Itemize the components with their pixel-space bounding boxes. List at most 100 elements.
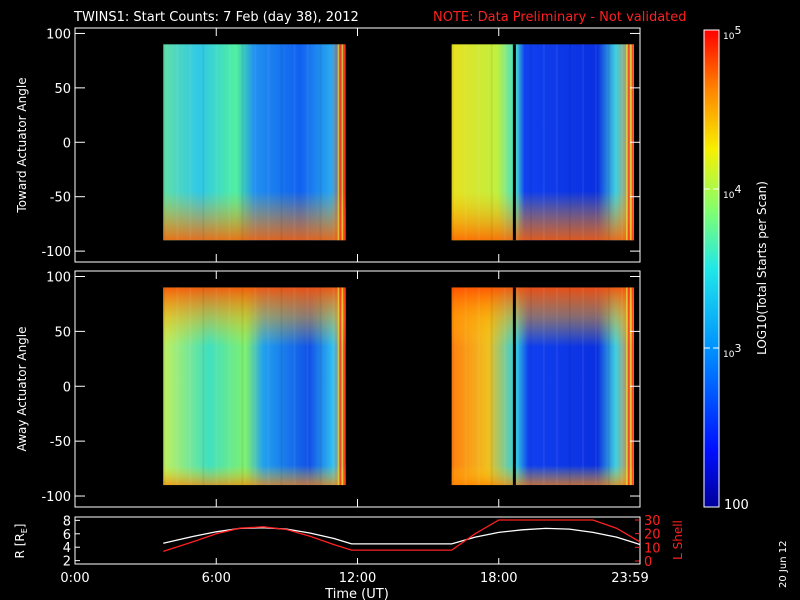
stripe xyxy=(451,287,454,486)
edge-noise xyxy=(628,44,630,241)
chart-title: TWINS1: Start Counts: 7 Feb (day 38), 20… xyxy=(73,10,359,25)
stripe xyxy=(516,287,519,486)
toward-panel xyxy=(163,44,634,241)
stripe xyxy=(332,44,335,241)
stripe xyxy=(228,287,231,486)
stripe xyxy=(477,287,480,486)
x-tick-label: 12:00 xyxy=(339,571,376,586)
stripe xyxy=(529,44,532,241)
stripe xyxy=(189,287,192,486)
stripe xyxy=(241,287,244,486)
colorbar-tick-label: 105 xyxy=(723,24,741,42)
stripe xyxy=(163,287,166,486)
stripe xyxy=(176,44,179,241)
y-tick-label: 0 xyxy=(63,380,71,395)
stripe xyxy=(542,44,545,241)
stripe xyxy=(477,44,480,241)
stripe xyxy=(280,287,283,486)
stripe xyxy=(202,287,205,486)
stripe xyxy=(490,44,493,241)
x-tick-label: 23:59 xyxy=(611,571,648,586)
y-tick-label: 100 xyxy=(46,270,71,285)
colorbar-tick-label: 104 xyxy=(723,183,741,201)
stripe xyxy=(189,44,192,241)
stripe xyxy=(451,44,454,241)
stripe xyxy=(503,44,506,241)
stripe xyxy=(319,287,322,486)
y-tick-label: 0 xyxy=(63,136,71,151)
stripe xyxy=(306,44,309,241)
edge-noise xyxy=(628,287,630,486)
colorbar-ticks: 105 104 103 xyxy=(704,24,741,360)
orbit-right-tick-label: 30 xyxy=(644,514,661,529)
axes-group: 100 50 0 -50 -100 100 50 0 -50 -100 0:00 6:00 12:00 1… xyxy=(41,27,648,586)
y-tick-label: 50 xyxy=(54,325,71,340)
stripe xyxy=(555,287,558,486)
r-trace-line xyxy=(163,527,640,546)
colorbar xyxy=(704,30,719,507)
stripe xyxy=(306,287,309,486)
data-block-edge xyxy=(163,287,346,486)
y-tick-label: 100 xyxy=(46,27,71,42)
orbit-frame xyxy=(74,516,641,565)
stripe xyxy=(254,44,257,241)
l-shell-line xyxy=(163,519,640,553)
toward-ylabel: Toward Actuator Angle xyxy=(15,77,29,213)
orbit-left-tick-label: 6 xyxy=(63,528,71,543)
y-tick-label: 50 xyxy=(54,82,71,97)
stripe xyxy=(241,44,244,241)
stripe xyxy=(607,287,610,486)
orbit-ylabel-right: L Shell xyxy=(671,520,685,560)
stripe xyxy=(516,44,519,241)
stripe xyxy=(163,44,166,241)
stripe xyxy=(607,44,610,241)
date-stamp: 20 Jun 12 xyxy=(778,541,789,588)
orbit-left-tick-label: 4 xyxy=(63,541,71,556)
stripe xyxy=(215,287,218,486)
orbit-left-tick-label: 8 xyxy=(63,514,71,529)
away-ylabel: Away Actuator Angle xyxy=(15,326,29,451)
stripe xyxy=(215,44,218,241)
away-panel xyxy=(163,287,634,486)
edge-noise xyxy=(337,44,340,241)
stripe xyxy=(568,44,571,241)
edge-noise xyxy=(343,287,346,486)
orbit-ylabel-left: R [RE] xyxy=(13,524,29,559)
data-gap xyxy=(512,44,516,241)
y-tick-label: -50 xyxy=(50,435,71,450)
edge-noise xyxy=(343,44,346,241)
orbit-right-tick-label: 10 xyxy=(644,541,661,556)
stripe xyxy=(594,44,597,241)
y-tick-label: -100 xyxy=(41,490,71,505)
edge-noise xyxy=(626,287,628,486)
stripe xyxy=(293,44,296,241)
orbit-right-tick-label: 0 xyxy=(644,555,652,570)
stripe xyxy=(542,287,545,486)
edge-noise xyxy=(341,287,344,486)
stripe xyxy=(228,44,231,241)
stripe xyxy=(555,44,558,241)
colorbar-bottom-label: 100 xyxy=(724,498,749,513)
edge-noise xyxy=(339,44,342,241)
stripe xyxy=(620,287,623,486)
data-gap xyxy=(512,287,516,486)
stripe xyxy=(594,287,597,486)
stripe xyxy=(581,287,584,486)
colorbar-label: LOG10(Total Starts per Scan) xyxy=(755,181,769,355)
stripe xyxy=(202,44,205,241)
colorbar-tick-label: 103 xyxy=(723,342,741,360)
stripe xyxy=(464,287,467,486)
stripe xyxy=(280,44,283,241)
edge-noise xyxy=(341,44,344,241)
y-tick-label: -50 xyxy=(50,191,71,206)
stripe xyxy=(254,287,257,486)
stripe xyxy=(464,44,467,241)
y-tick-label: -100 xyxy=(41,245,71,260)
stripe xyxy=(490,287,493,486)
x-tick-label: 18:00 xyxy=(480,571,517,586)
data-block-edge xyxy=(451,44,634,241)
data-block-edge xyxy=(451,287,634,486)
stripe xyxy=(267,287,270,486)
colorbar-frame xyxy=(703,29,720,508)
